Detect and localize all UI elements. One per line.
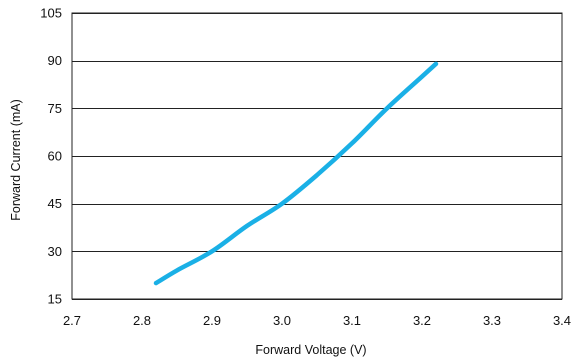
y-tick-label: 15	[48, 292, 62, 307]
series-layer	[153, 61, 439, 286]
y-axis-title: Forward Current (mA)	[9, 99, 23, 221]
x-tick-labels: 2.7 2.8 2.9 3.0 3.1 3.2 3.3 3.4	[63, 313, 571, 328]
x-tick-label: 2.7	[63, 313, 81, 328]
y-tick-labels: 105 90 75 60 45 30 15	[40, 6, 62, 307]
y-tick-label: 105	[40, 6, 62, 21]
x-tick-label: 2.9	[203, 313, 221, 328]
y-tick-label: 45	[48, 196, 62, 211]
plot-border	[71, 12, 563, 300]
x-tick-label: 3.0	[273, 313, 291, 328]
x-tick-label: 3.3	[483, 313, 501, 328]
y-tick-label: 60	[48, 149, 62, 164]
x-tick-label: 3.1	[343, 313, 361, 328]
y-tick-label: 90	[48, 53, 62, 68]
x-tick-label: 2.8	[133, 313, 151, 328]
x-tick-label: 3.4	[553, 313, 571, 328]
y-tick-label: 75	[48, 101, 62, 116]
x-axis-title: Forward Voltage (V)	[255, 343, 366, 357]
y-tick-label: 30	[48, 244, 62, 259]
series-line-0	[153, 61, 439, 286]
x-tick-label: 3.2	[413, 313, 431, 328]
